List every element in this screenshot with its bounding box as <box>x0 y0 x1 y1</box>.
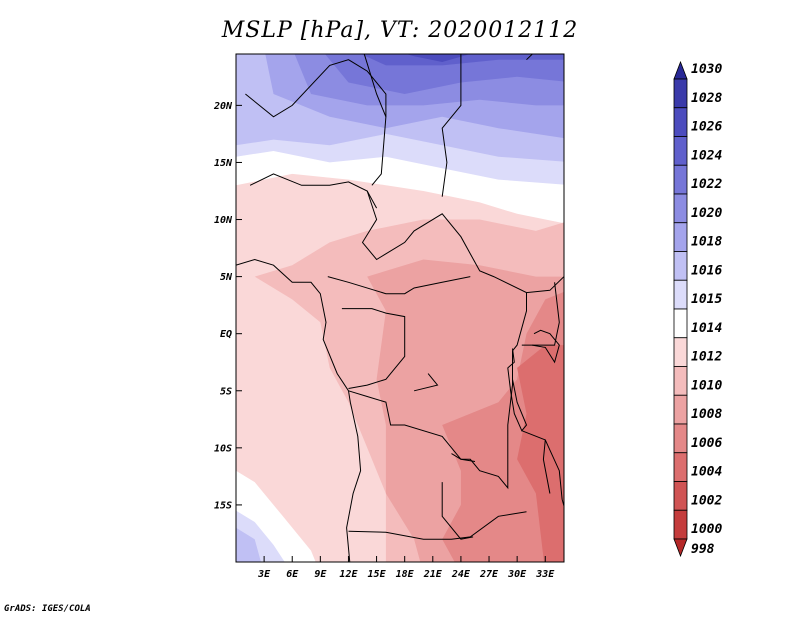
y-tick-label: 20N <box>213 101 233 112</box>
border-line <box>441 54 462 197</box>
colorbar-label: 1016 <box>691 263 722 278</box>
x-tick-label: 21E <box>423 569 443 580</box>
colorbar-swatch <box>673 366 688 396</box>
band-1016-south <box>236 527 261 562</box>
x-axis: 3E 6E 9E 12E 15E 18E 21E 24E 27E 30E 33E <box>257 556 555 580</box>
y-tick-label: 10S <box>214 443 232 454</box>
colorbar-label: 1015 <box>691 292 722 307</box>
colorbar-label: 1030 <box>691 62 722 77</box>
colorbar-swatch <box>673 481 688 511</box>
colorbar-swatch <box>673 279 688 310</box>
country-borders <box>236 54 564 562</box>
chart-title: MSLP [hPa], VT: 2020012112 <box>221 18 579 43</box>
border-line <box>544 439 564 508</box>
colorbar-label: 1010 <box>691 378 722 393</box>
map-frame <box>235 53 565 563</box>
colorbar-swatch <box>673 394 688 425</box>
band-1024 <box>360 54 564 66</box>
colorbar-swatch <box>673 251 688 281</box>
colorbar-label: 1012 <box>691 350 722 365</box>
colorbar-swatch <box>673 164 688 195</box>
colorbar-label: 1024 <box>691 148 722 163</box>
colorbar-swatch <box>673 193 688 224</box>
x-tick-label: 27E <box>479 569 499 580</box>
y-tick-label: 5S <box>220 386 232 397</box>
x-tick-label: 6E <box>286 569 299 580</box>
colorbar-swatch <box>673 337 688 367</box>
border-line <box>413 373 439 392</box>
border-line <box>507 348 528 432</box>
border-line <box>327 276 471 295</box>
border-line <box>348 511 527 540</box>
x-tick-label: 24E <box>451 569 471 580</box>
x-tick-label: 33E <box>535 569 555 580</box>
x-tick-label: 9E <box>314 569 327 580</box>
x-tick-label: 12E <box>339 569 358 580</box>
colorbar-swatch <box>673 308 688 339</box>
colorbar-swatch <box>673 78 688 109</box>
colorbar-label: 1008 <box>691 407 722 422</box>
colorbar-swatch <box>673 423 688 454</box>
border-line <box>441 482 474 540</box>
colorbar-label: 1006 <box>691 436 722 451</box>
border-line <box>361 190 564 294</box>
colorbar: 1030 1028 1026 1024 1022 1020 1018 1016 1015 1014… <box>673 60 722 558</box>
y-tick-label: 10N <box>214 215 233 226</box>
border-line <box>521 282 560 346</box>
x-tick-label: 18E <box>396 569 415 580</box>
border-line <box>532 329 560 364</box>
colorbar-swatch <box>673 136 688 166</box>
border-line <box>363 54 387 186</box>
colorbar-label: 1000 <box>691 522 722 537</box>
colorbar-label: 1018 <box>691 235 722 250</box>
colorbar-swatch <box>673 107 688 137</box>
x-tick-label: 15E <box>368 569 387 580</box>
y-tick-label: 5N <box>220 272 233 283</box>
colorbar-swatch <box>673 509 688 540</box>
y-tick-label: 15N <box>214 158 233 169</box>
colorbar-label: 1002 <box>691 493 722 508</box>
x-tick-label: 30E <box>507 569 527 580</box>
x-tick-label: 3E <box>257 569 271 580</box>
y-axis: 20N 15N 10N 5N EQ 5S 10S 15S <box>213 101 242 511</box>
colorbar-label: 1022 <box>691 177 722 192</box>
y-tick-label: 15S <box>214 500 232 511</box>
colorbar-label: 1026 <box>691 120 722 135</box>
border-line <box>521 430 551 494</box>
colorbar-swatch <box>673 60 688 80</box>
border-line <box>341 308 406 389</box>
border-line <box>348 292 527 490</box>
colorbar-label: 1028 <box>691 91 722 106</box>
colorbar-label: 1020 <box>691 206 722 221</box>
colorbar-label: 1014 <box>691 321 722 336</box>
border-line <box>236 258 362 562</box>
map-area <box>236 54 564 562</box>
colorbar-swatch <box>673 222 688 252</box>
colorbar-swatch <box>673 452 688 482</box>
border-line <box>451 453 476 462</box>
border-line <box>526 54 534 61</box>
colorbar-label: 1004 <box>691 465 722 480</box>
grads-credit: GrADS: IGES/COLA <box>4 604 91 614</box>
colorbar-swatch <box>673 538 688 558</box>
band-1004 <box>517 345 564 562</box>
band-1026-max <box>405 54 471 62</box>
y-tick-label: EQ <box>220 329 232 340</box>
mslp-field <box>236 54 564 562</box>
border-line <box>245 59 387 118</box>
colorbar-label: 998 <box>691 542 715 557</box>
